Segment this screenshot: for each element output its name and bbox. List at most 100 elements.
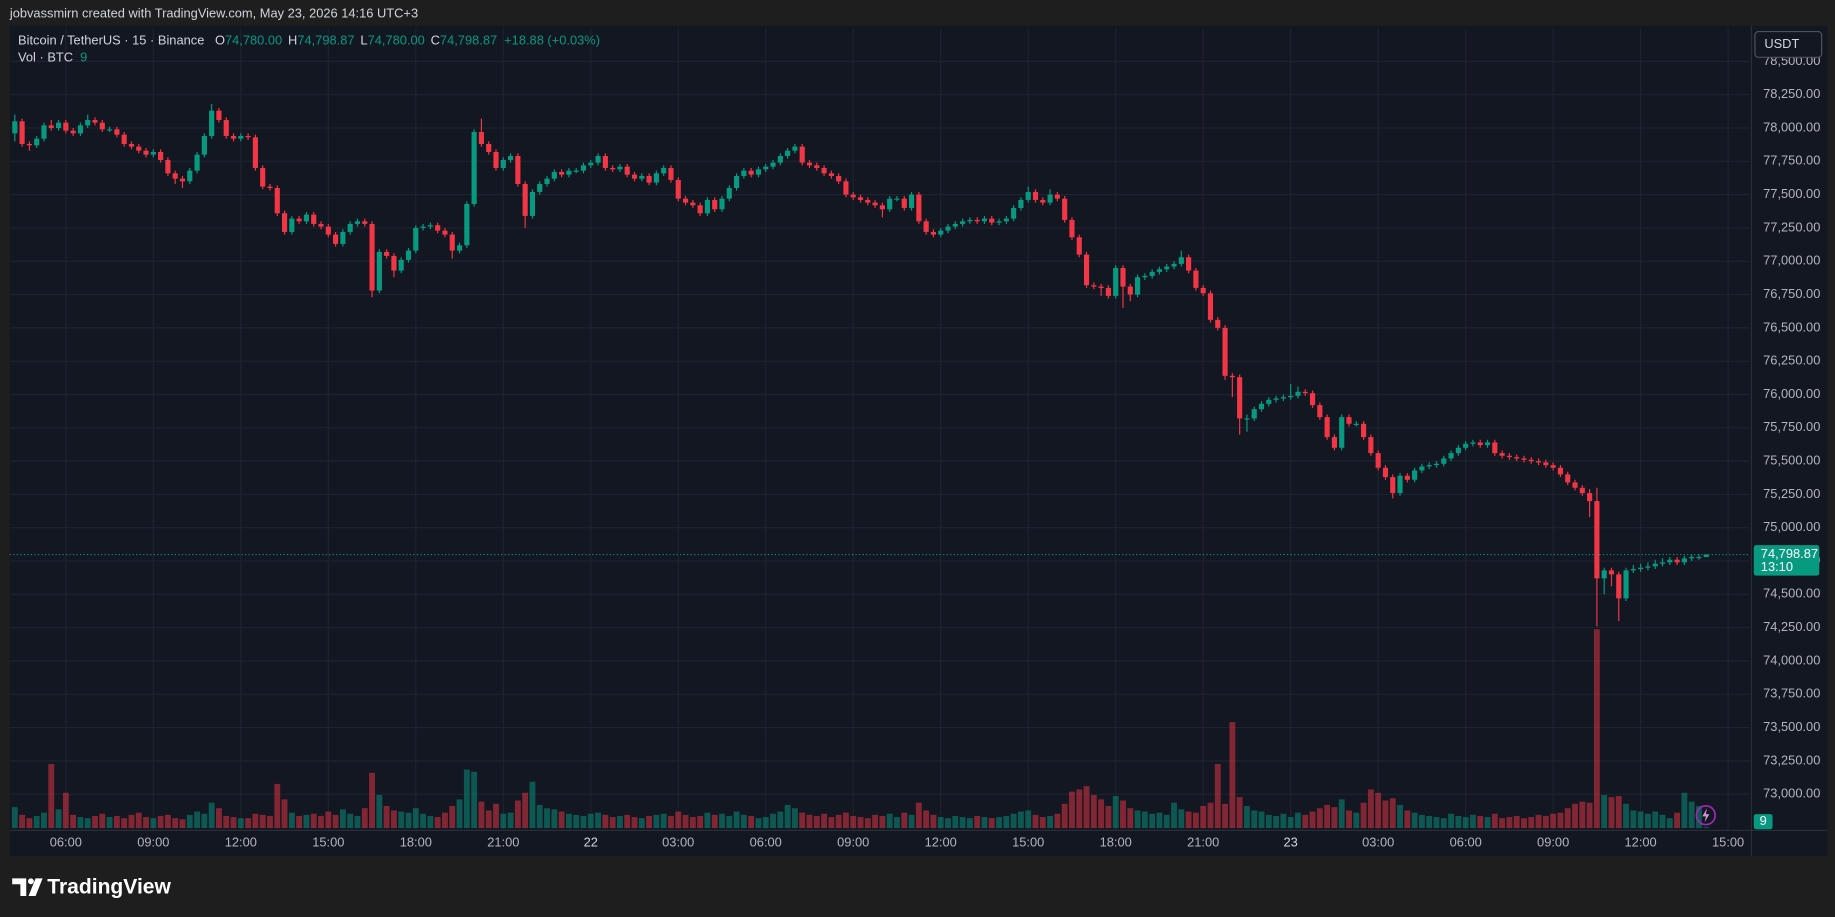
volume-bar	[668, 815, 674, 829]
volume-bar	[770, 813, 776, 829]
countdown: 13:10	[1761, 559, 1793, 574]
candle-body	[107, 129, 113, 131]
volume-bar	[777, 811, 784, 829]
candle-body	[238, 135, 244, 139]
volume-bar	[1069, 791, 1075, 829]
candle-body	[1237, 377, 1243, 419]
candle-body	[1324, 417, 1330, 438]
volume-bar	[1426, 815, 1433, 829]
candle-body	[1587, 493, 1593, 502]
currency[interactable]: USDT	[1764, 36, 1799, 51]
volume-bar	[26, 818, 33, 829]
candle-body	[872, 202, 878, 206]
candle-body	[1492, 442, 1498, 454]
candle-body	[34, 138, 40, 146]
volume-bar	[959, 817, 966, 829]
volume-bar	[1331, 807, 1338, 829]
candle-body	[442, 230, 448, 235]
alert-icon[interactable]	[1695, 805, 1717, 826]
candle-body	[515, 155, 521, 184]
volume-bar	[128, 814, 135, 829]
volume-bar	[347, 813, 354, 829]
volume-bar	[1535, 814, 1542, 829]
volume-bar	[901, 812, 908, 829]
chart-background	[9, 25, 1828, 857]
volume-bar	[500, 813, 507, 829]
volume-bar	[1637, 811, 1644, 829]
brand-logo	[12, 878, 43, 896]
volume-bar	[646, 815, 653, 829]
volume-bar	[1630, 810, 1637, 829]
candle-body	[1003, 218, 1009, 222]
y-tick-label: 77,750.00	[1763, 153, 1820, 168]
x-tick-label: 06:00	[50, 835, 82, 850]
volume-bar	[303, 814, 310, 829]
volume-bar	[974, 815, 981, 829]
candle-body	[260, 167, 266, 187]
volume-bar	[864, 818, 871, 829]
candle-body	[1244, 418, 1250, 420]
y-tick-label: 78,250.00	[1763, 86, 1820, 101]
candle-body	[1470, 442, 1476, 444]
plot	[9, 28, 1750, 831]
candle-body	[1550, 465, 1556, 468]
candle-body	[384, 251, 390, 256]
candle-body	[369, 223, 375, 291]
volume-bar	[1448, 813, 1454, 829]
volume-bar	[1593, 629, 1600, 829]
ohlc-value: 74,780.00	[225, 33, 282, 48]
candle-body	[1361, 423, 1367, 438]
candle-body	[741, 170, 747, 176]
volume-bar	[1521, 818, 1527, 829]
candle-body	[675, 179, 681, 199]
candle-body	[376, 251, 382, 291]
volume-bar	[1185, 811, 1192, 829]
candle-body	[508, 155, 514, 160]
volume-bar	[449, 806, 456, 829]
candle-body	[770, 162, 776, 167]
volume-bar	[70, 814, 77, 829]
candle-body	[1608, 570, 1615, 575]
candle-body	[1703, 554, 1709, 558]
candle-body	[1142, 275, 1148, 278]
volume-bar	[1367, 789, 1374, 829]
candle-body	[1382, 467, 1389, 478]
volume-bar	[697, 815, 704, 829]
currency-button[interactable]	[1754, 30, 1823, 58]
volume-bar	[1287, 817, 1294, 829]
volume-bar	[1389, 798, 1396, 829]
candle-body	[1484, 442, 1491, 446]
candle-body	[1528, 459, 1534, 462]
ohlc-value: 74,798.87	[297, 33, 354, 48]
x-tick-label: 21:00	[1187, 835, 1219, 850]
volume-bar	[325, 811, 332, 829]
candle-body	[1419, 466, 1425, 471]
volume-bar	[1542, 815, 1549, 829]
candle-body	[967, 219, 973, 222]
candle-body	[960, 221, 966, 224]
volume-bar	[274, 783, 281, 829]
candle-body	[544, 178, 550, 184]
volume-bar	[398, 811, 405, 829]
candle-body	[486, 143, 492, 152]
volume-bar	[1346, 810, 1352, 829]
candle-body	[449, 234, 455, 251]
volume-bar	[1120, 800, 1126, 829]
candle-body	[1499, 453, 1505, 456]
candle-body	[1164, 266, 1170, 270]
x-tick-label: 09:00	[137, 835, 169, 850]
candle-body	[391, 255, 397, 271]
candle-body	[267, 186, 273, 188]
x-tick-label: 09:00	[837, 835, 869, 850]
volume-bar	[675, 811, 682, 829]
candle-body	[1222, 327, 1228, 376]
volume-bar	[1316, 808, 1323, 829]
candle-body	[916, 194, 922, 222]
x-tick-label: 22	[584, 835, 598, 850]
candle-body	[529, 191, 536, 216]
volume-bar	[1003, 815, 1010, 829]
ohlc-key: C	[431, 33, 440, 48]
candle-body	[1273, 398, 1279, 400]
candle-body	[712, 199, 718, 210]
candle-body	[1375, 453, 1381, 468]
